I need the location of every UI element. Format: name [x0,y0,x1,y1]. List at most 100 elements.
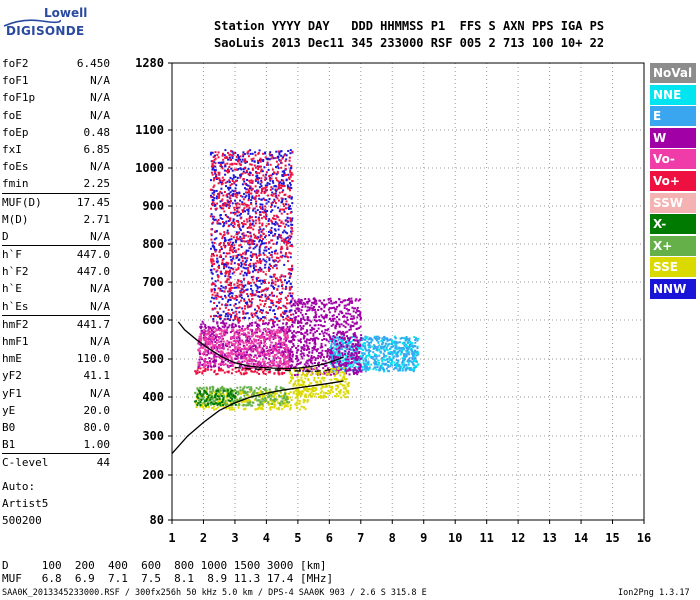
data-point [231,292,234,295]
data-point [263,337,265,340]
data-point [344,368,347,371]
data-point [289,309,292,312]
data-point [346,357,349,360]
data-point [226,389,229,392]
data-point [201,320,204,323]
data-point [251,324,253,327]
data-point [227,188,230,191]
data-point [201,363,204,366]
data-point [232,364,235,367]
data-point [277,155,280,158]
data-point [291,321,294,324]
data-point [401,349,404,352]
data-point [263,288,266,291]
data-point [314,392,317,395]
data-point [230,393,233,396]
data-point [227,388,230,391]
x-tick-label: 15 [605,531,619,545]
data-point [301,390,304,393]
data-point [326,392,329,395]
data-point [266,345,268,348]
data-point [247,386,250,389]
data-point [232,389,235,392]
y-tick-label: 600 [142,313,164,327]
data-point [308,319,311,322]
data-point [259,386,262,389]
data-point [274,192,277,195]
data-point [330,378,333,381]
data-point [396,362,399,365]
data-point [358,359,361,362]
data-point [269,177,272,179]
data-point [249,192,252,195]
data-point [265,297,268,300]
data-point [210,171,213,174]
data-point [373,335,376,338]
data-point [333,365,335,368]
data-point [269,360,272,363]
data-point [285,343,288,346]
data-point [229,281,232,284]
data-point [245,234,247,237]
data-point [214,330,217,333]
data-point [391,352,393,355]
data-point [202,345,205,348]
data-point [251,159,254,162]
data-point [253,207,256,210]
data-point [415,350,418,353]
data-point [211,253,213,256]
data-point [322,379,325,382]
data-point [352,370,355,373]
data-point [199,404,202,406]
data-point [327,350,330,353]
data-point [355,328,358,330]
data-point [199,367,202,370]
data-point [212,164,215,167]
data-point [327,340,330,343]
data-point [412,352,415,354]
data-point [273,372,276,375]
data-point [239,176,242,179]
data-point [390,361,393,364]
data-point [259,279,262,282]
data-point [250,251,253,254]
data-point [416,347,419,350]
data-point [227,220,230,222]
data-point [267,223,270,226]
data-point [333,378,336,381]
data-point [225,329,228,332]
data-point [211,277,214,280]
data-point [199,398,202,401]
data-point [260,342,263,344]
data-point [302,325,305,327]
data-point [282,363,285,366]
data-point [209,390,212,393]
data-point [238,192,241,195]
data-point [206,353,209,356]
data-point [249,163,252,166]
data-point [296,331,299,334]
data-point [278,326,281,329]
data-point [242,168,245,170]
data-point [210,341,213,344]
x-tick-label: 2 [200,531,207,545]
param-name: M(D) [2,212,29,226]
data-point [340,331,343,334]
data-point [343,314,346,317]
data-point [357,310,359,312]
data-point [251,195,254,198]
data-point [207,361,210,364]
data-point [242,155,245,158]
data-point [314,367,317,370]
data-point [303,387,305,390]
data-point [241,195,244,198]
data-point [239,346,241,349]
data-point [232,174,235,177]
data-point [341,337,344,340]
data-point [210,390,213,393]
data-point [378,338,380,341]
data-point [321,346,324,349]
data-point [329,338,332,341]
data-point [298,384,301,387]
data-point [225,404,227,406]
